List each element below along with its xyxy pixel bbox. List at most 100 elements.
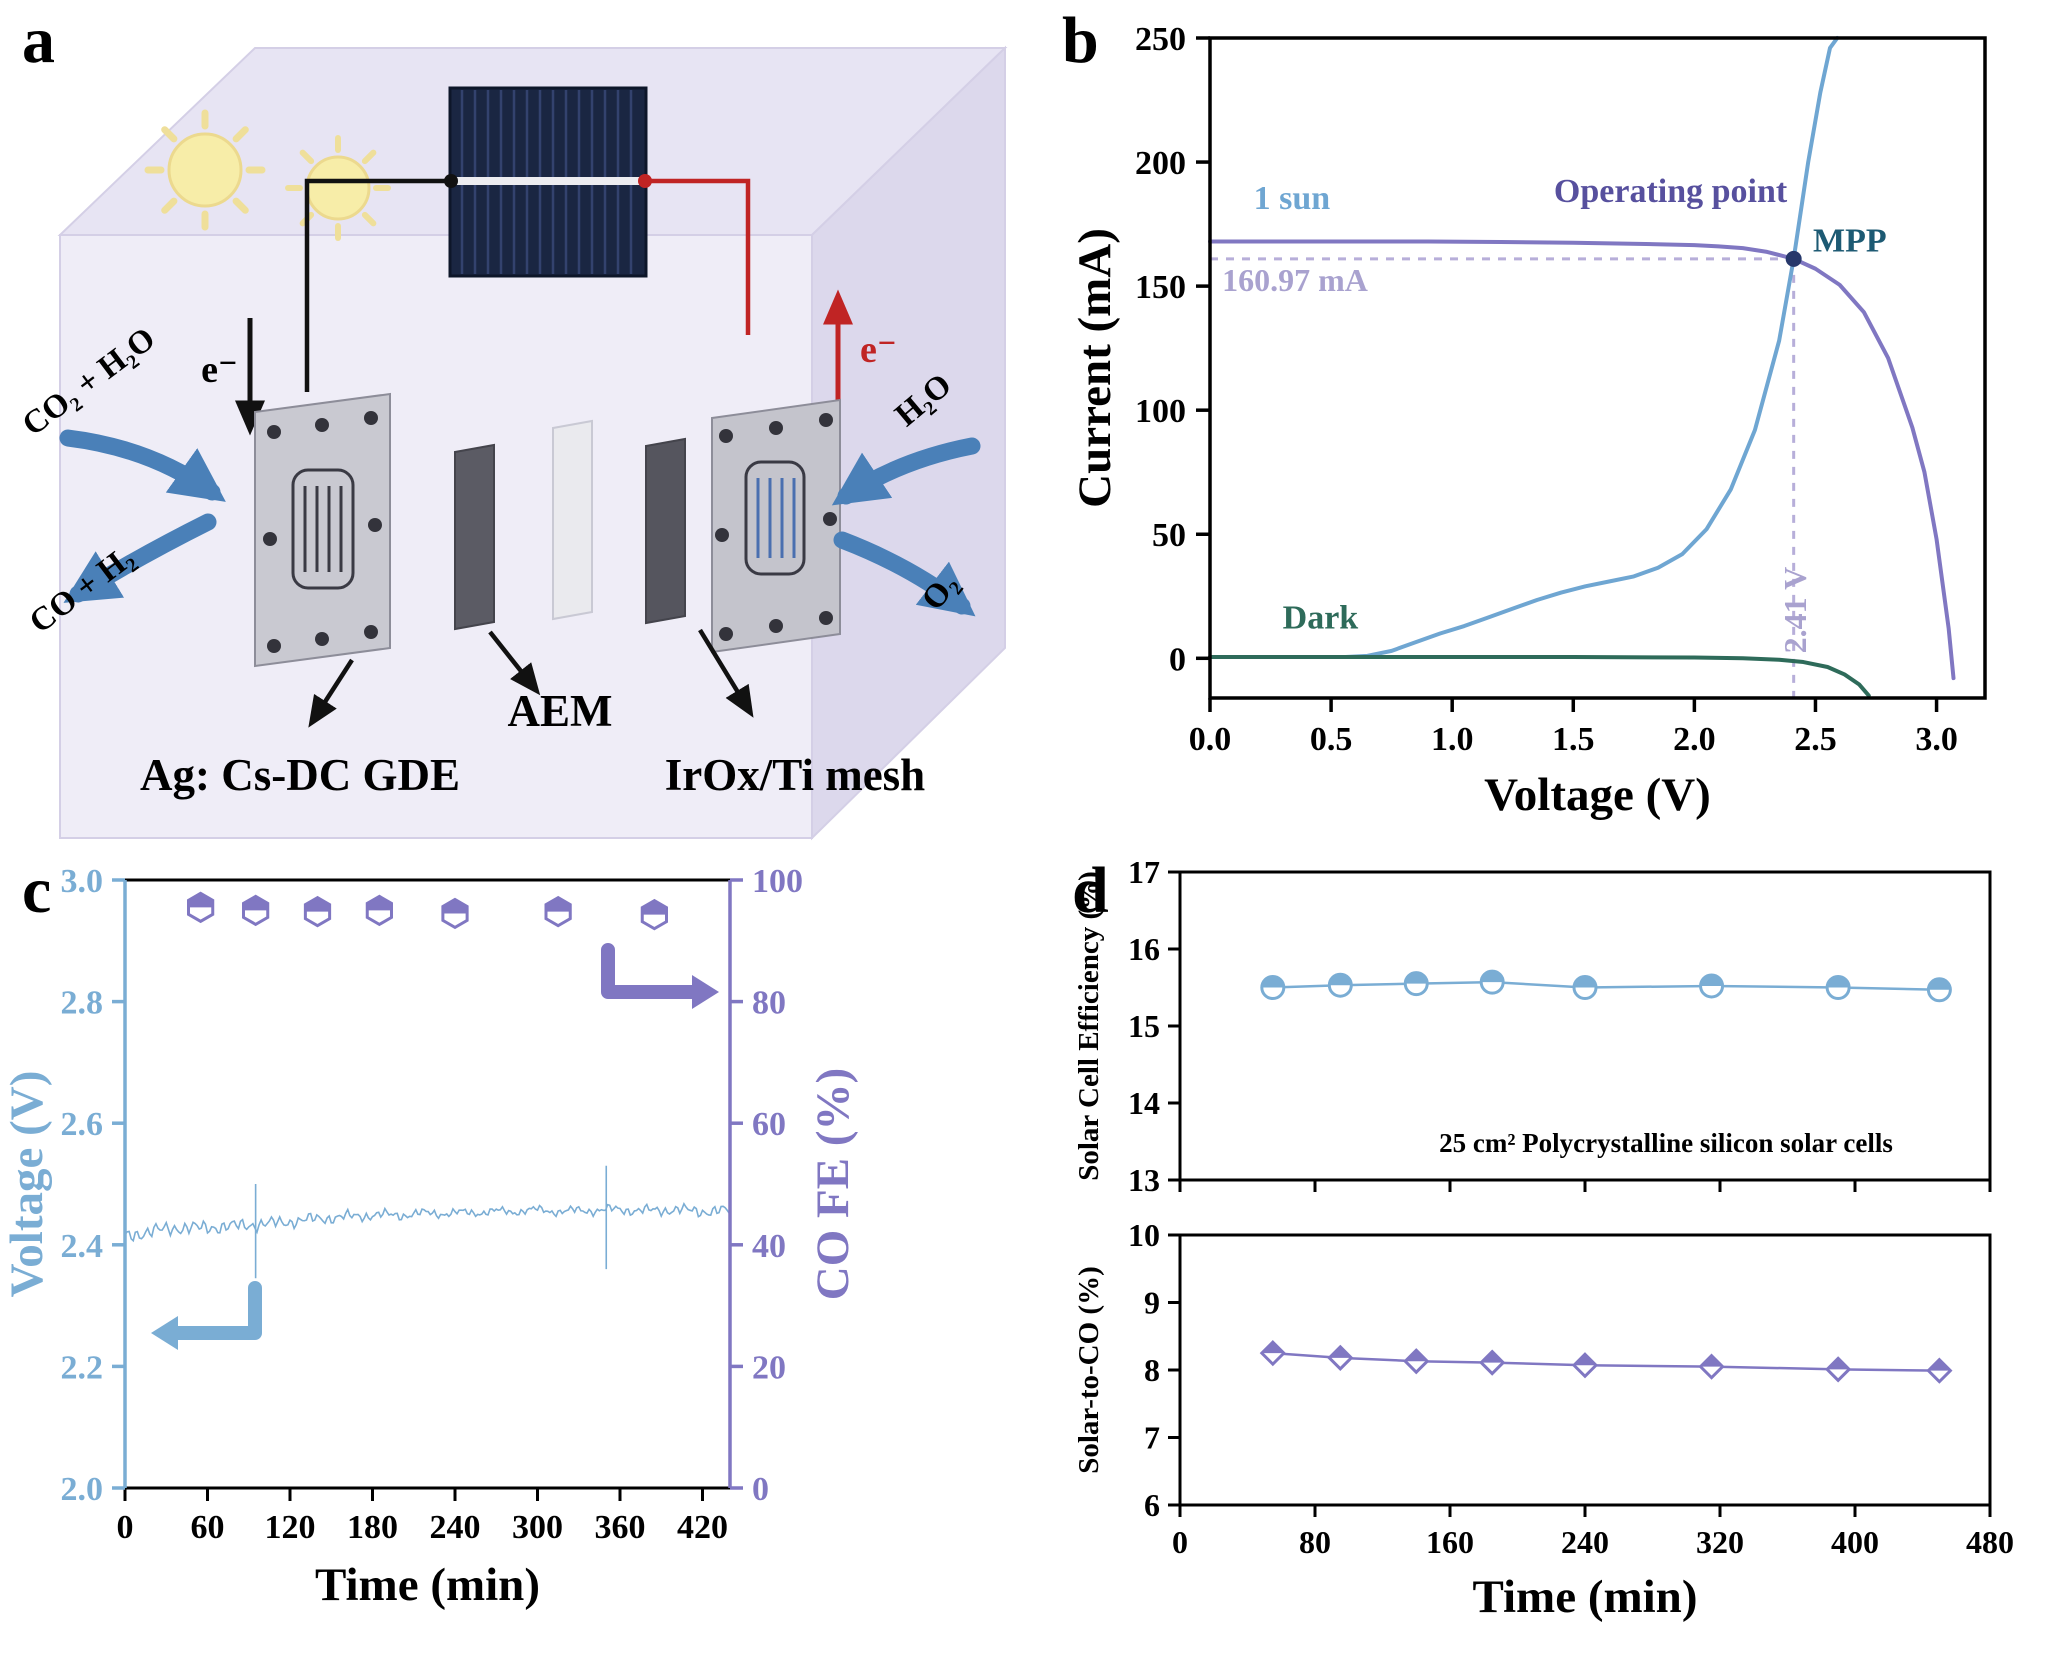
x-axis-label: Voltage (V) xyxy=(1484,769,1711,821)
aem-label: AEM xyxy=(508,686,613,736)
cofe-tick-label: 60 xyxy=(752,1106,786,1143)
panel-b-iv-curves: b 0.0 0.5 1.0 1.5 2.0 2.5 3.0 0 50 100 150 200 250 Vo… xyxy=(1040,0,2048,850)
o2-outlet-arrow xyxy=(833,531,976,617)
anode-pointer-arrow xyxy=(698,628,754,718)
voltage-tick-label: 3.0 xyxy=(61,863,104,900)
y-tick-label: 200 xyxy=(1135,145,1186,182)
voltage-axis-arrow xyxy=(171,1281,262,1340)
solar-to-co-marker-fill xyxy=(1261,1342,1284,1354)
anode-mesh-layer xyxy=(645,437,686,625)
solar-to-co-marker-fill xyxy=(1481,1351,1504,1363)
aem-membrane xyxy=(552,419,593,621)
y-tick-label: 15 xyxy=(1128,1008,1160,1044)
voltage-tick-label: 2.8 xyxy=(61,985,104,1022)
x-tick-label: 240 xyxy=(1561,1524,1609,1560)
panel-d-efficiency-charts: d 13 14 15 16 17 Solar Cell Efficiency (%) 25 … xyxy=(1050,850,2048,1667)
solar-to-co-marker-fill xyxy=(1329,1346,1352,1358)
x-tick-label: 180 xyxy=(347,1509,398,1546)
x-tick-label: 2.0 xyxy=(1673,721,1716,758)
co2-inlet-arrow xyxy=(59,429,226,502)
cofe-tick-label: 40 xyxy=(752,1228,786,1265)
x-tick-label: 60 xyxy=(191,1509,225,1546)
flow-field-channels xyxy=(756,478,796,558)
cathode-wire xyxy=(304,178,451,392)
annotation: 2.41 V xyxy=(1777,567,1813,654)
cathode-label: Ag: Cs-DC GDE xyxy=(140,750,460,800)
panel-letter-b: b xyxy=(1062,4,1099,77)
cofe-tick-label: 20 xyxy=(752,1349,786,1386)
co-fe-marker-fill xyxy=(367,896,392,911)
iv-curve-chart: 0.0 0.5 1.0 1.5 2.0 2.5 3.0 0 50 100 150 200 250 Volt… xyxy=(1069,21,1987,821)
panel-a-schematic: a xyxy=(0,0,1040,850)
cofe-axis-arrow-head xyxy=(692,975,719,1009)
y-tick-label: 50 xyxy=(1152,517,1186,554)
plot-frame xyxy=(1208,36,1987,700)
x-tick-label: 1.5 xyxy=(1552,721,1595,758)
panel-letter-d: d xyxy=(1072,854,1109,927)
solar-panel xyxy=(444,86,652,278)
efficiency-marker-fill xyxy=(1329,974,1352,986)
voltage-tick-label: 2.0 xyxy=(61,1471,104,1508)
panel-letter-c: c xyxy=(22,854,52,927)
co-fe-marker-fill xyxy=(642,900,667,915)
efficiency-marker-fill xyxy=(1481,971,1504,983)
sun-icon xyxy=(144,109,266,231)
x-tick-label: 3.0 xyxy=(1915,721,1958,758)
co-outlet-arrow xyxy=(63,513,217,603)
curve-dark xyxy=(1208,655,1871,698)
electron-label-left: e⁻ xyxy=(201,349,238,391)
anode-label: IrOx/Ti mesh xyxy=(665,750,925,800)
series-line xyxy=(1272,1351,1940,1372)
curve-solar-cell-1-sun xyxy=(1208,239,1956,681)
efficiency-marker-fill xyxy=(1928,978,1951,990)
x-tick-label: 480 xyxy=(1966,1524,2014,1560)
x-tick-label: 120 xyxy=(265,1509,316,1546)
x-axis-label: Time (min) xyxy=(315,1559,540,1611)
voltage-axis-arrow-head xyxy=(151,1316,178,1350)
cathode-gde-plate xyxy=(254,392,391,668)
annotation: MPP xyxy=(1813,222,1887,259)
co-fe-marker-fill xyxy=(442,899,468,914)
aem-pointer-arrow xyxy=(488,630,541,696)
y-tick-label: 0 xyxy=(1169,641,1186,678)
x-tick-label: 360 xyxy=(595,1509,646,1546)
x-tick-label: 0 xyxy=(117,1509,134,1546)
efficiency-marker-fill xyxy=(1261,976,1284,988)
annotation: 1 sun xyxy=(1254,180,1331,217)
y-tick-label: 8 xyxy=(1144,1352,1160,1388)
co-fe-marker-fill xyxy=(188,893,213,908)
solar-to-co-marker-fill xyxy=(1827,1358,1850,1370)
x-tick-label: 1.0 xyxy=(1431,721,1474,758)
co-fe-marker-fill xyxy=(546,897,571,912)
x-tick-label: 0 xyxy=(1172,1524,1188,1560)
y-tick-label: 10 xyxy=(1128,1217,1160,1253)
efficiency-marker-fill xyxy=(1700,974,1723,986)
series-line xyxy=(1272,980,1940,992)
x-tick-label: 420 xyxy=(677,1509,728,1546)
anode-plate xyxy=(711,398,841,654)
bolt-holes xyxy=(715,413,837,641)
device-schematic: e⁻ e⁻ xyxy=(16,45,1008,841)
x-tick-label: 400 xyxy=(1831,1524,1879,1560)
x-tick-label: 320 xyxy=(1696,1524,1744,1560)
y-axis-label: Solar Cell Efficiency (%) xyxy=(1073,871,1105,1181)
annotation: Operating point xyxy=(1554,173,1788,210)
sun-icon xyxy=(285,135,391,241)
voltage-trace xyxy=(124,1202,730,1243)
cathode-pointer-arrow xyxy=(308,658,354,728)
co-fe-marker-fill xyxy=(243,896,268,911)
efficiency-marker-fill xyxy=(1405,972,1428,984)
y-tick-label: 250 xyxy=(1135,21,1186,58)
y-tick-label: 6 xyxy=(1144,1487,1160,1523)
y-tick-label: 7 xyxy=(1144,1420,1160,1456)
x-tick-label: 2.5 xyxy=(1794,721,1837,758)
gde-layer xyxy=(454,443,495,631)
y-tick-label: 16 xyxy=(1128,931,1160,967)
panel-c-stability-chart: c 0 60 120 180 240 300 360 420 2.0 2.2 2.4 2.6 2.8 3.… xyxy=(0,850,1050,1667)
solar-to-co-marker-fill xyxy=(1700,1355,1723,1367)
mpp-point xyxy=(1785,250,1802,267)
panel-letter-a: a xyxy=(22,4,55,77)
cofe-tick-label: 100 xyxy=(752,863,803,900)
y-axis-label: Solar-to-CO (%) xyxy=(1073,1266,1105,1474)
